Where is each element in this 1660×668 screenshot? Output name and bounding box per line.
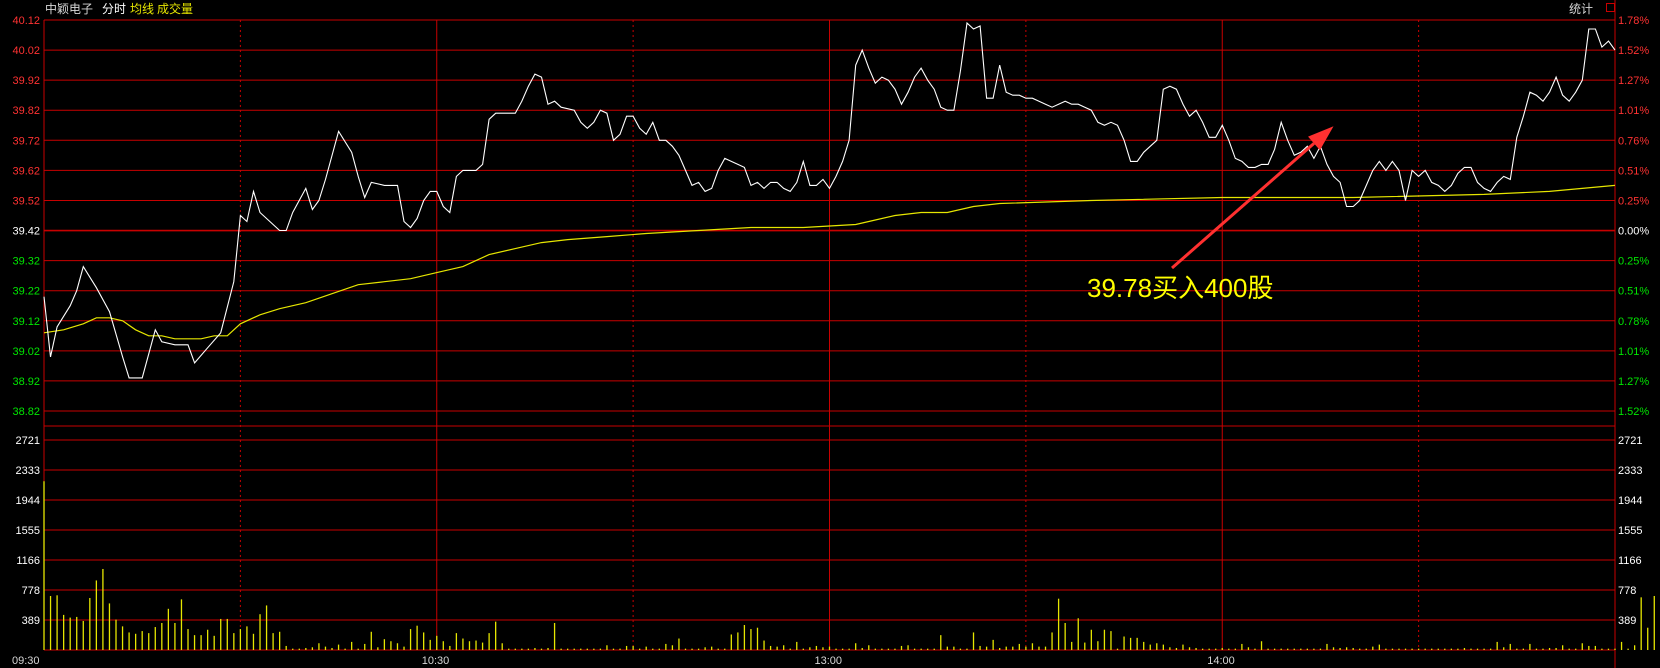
percent-tick-label: 1.27%	[1618, 376, 1649, 388]
percent-tick-label: 0.78%	[1618, 316, 1649, 328]
price-tick-label: 39.32	[12, 256, 40, 268]
volume-bars	[43, 481, 1655, 650]
stock-name: 中颖电子	[45, 2, 94, 16]
trade-annotation: 39.78买入400股	[1087, 273, 1274, 303]
volume-tick-label-left: 1166	[16, 555, 40, 567]
arrow-shaft	[1171, 142, 1315, 270]
price-tick-label: 39.72	[12, 135, 40, 147]
arrow-head	[1308, 126, 1334, 151]
legend-avg-line: 均线	[130, 2, 155, 16]
stats-button[interactable]: 统计	[1569, 2, 1594, 16]
percent-tick-label: 0.25%	[1618, 256, 1649, 268]
volume-tick-label-right: 389	[1618, 615, 1636, 627]
price-tick-label: 40.12	[12, 15, 40, 27]
volume-tick-label-left: 1944	[16, 495, 40, 507]
volume-tick-label-left: 2721	[16, 435, 40, 447]
price-tick-label: 39.92	[12, 75, 40, 87]
volume-axis: 2721 2721 2333 2333 1944 1944 1555 1555 1166 1166…	[16, 435, 1643, 627]
volume-tick-label-left: 778	[22, 585, 40, 597]
volume-tick-label-right: 1944	[1618, 495, 1642, 507]
tab-intraday[interactable]: 分时	[102, 2, 127, 16]
volume-tick-label-left: 1555	[16, 525, 40, 537]
time-tick-label: 14:00	[1207, 655, 1235, 667]
percent-tick-label: 1.52%	[1618, 406, 1649, 418]
percent-axis-right: 1.78% 1.52% 1.27% 1.01% 0.76% 0.51% 0.25% 0.00%…	[1618, 15, 1649, 418]
percent-tick-label: 1.01%	[1618, 105, 1649, 117]
time-tick-label: 13:00	[815, 655, 843, 667]
percent-tick-label: 0.00%	[1618, 226, 1649, 238]
legend-volume: 成交量	[157, 2, 194, 16]
price-axis-left: 40.12 40.02 39.92 39.82 39.72 39.62 39.52 39.42…	[12, 15, 40, 418]
volume-tick-label-right: 2721	[1618, 435, 1642, 447]
price-tick-label: 39.22	[12, 286, 40, 298]
annotation-arrow	[1171, 126, 1334, 270]
price-tick-label: 39.42	[12, 226, 40, 238]
stats-toggle-box[interactable]	[1606, 3, 1615, 12]
volume-tick-label-left: 389	[22, 615, 40, 627]
volume-tick-label-right: 1166	[1618, 555, 1642, 567]
price-tick-label: 38.82	[12, 406, 40, 418]
price-tick-label: 39.52	[12, 195, 40, 207]
percent-tick-label: 1.27%	[1618, 75, 1649, 87]
percent-tick-label: 1.01%	[1618, 346, 1649, 358]
volume-tick-label-left: 2333	[16, 465, 40, 477]
volume-tick-label-right: 1555	[1618, 525, 1642, 537]
price-tick-label: 40.02	[12, 45, 40, 57]
price-tick-label: 39.82	[12, 105, 40, 117]
time-tick-label: 09:30	[12, 655, 40, 667]
volume-tick-label-right: 2333	[1618, 465, 1642, 477]
price-tick-label: 39.62	[12, 165, 40, 177]
percent-tick-label: 1.78%	[1618, 15, 1649, 27]
time-tick-label: 10:30	[422, 655, 450, 667]
percent-tick-label: 0.76%	[1618, 135, 1649, 147]
price-tick-label: 38.92	[12, 376, 40, 388]
percent-tick-label: 0.25%	[1618, 195, 1649, 207]
price-line	[43, 21, 1616, 379]
volume-tick-label-right: 778	[1618, 585, 1636, 597]
percent-tick-label: 0.51%	[1618, 165, 1649, 177]
price-tick-label: 39.02	[12, 346, 40, 358]
percent-tick-label: 1.52%	[1618, 45, 1649, 57]
percent-tick-label: 0.51%	[1618, 286, 1649, 298]
average-price-line	[43, 184, 1616, 340]
price-tick-label: 39.12	[12, 316, 40, 328]
time-axis: 09:30 10:30 13:00 14:00	[12, 655, 1235, 667]
